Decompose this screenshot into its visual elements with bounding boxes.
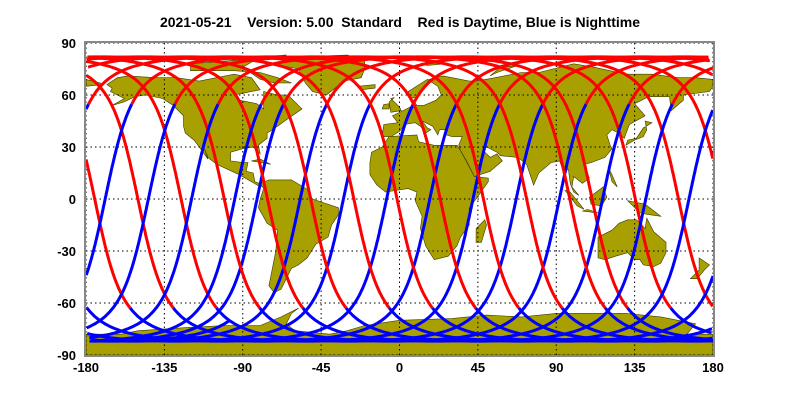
nighttime-track-segment [91, 319, 230, 343]
x-tick-label: -90 [233, 360, 252, 375]
y-tick-label: -60 [57, 296, 76, 311]
nighttime-track-segment [86, 103, 177, 330]
daytime-track-segment [86, 158, 132, 309]
title-mode: Standard [341, 14, 402, 30]
daytime-track-segment [173, 55, 521, 309]
x-tick-label: 180 [702, 360, 724, 375]
daytime-track-segment [368, 55, 713, 308]
ground-tracks [86, 55, 713, 343]
daytime-track-segment [260, 55, 607, 309]
daytime-track-segment [541, 55, 709, 105]
y-tick-label: 90 [62, 36, 76, 51]
plot-frame [84, 41, 715, 357]
nighttime-track-segment [90, 103, 329, 343]
landmass-ireland [381, 103, 390, 110]
x-tick-label: -135 [151, 360, 177, 375]
landmass-south-america [258, 179, 339, 293]
daytime-track-segment [627, 58, 710, 105]
landmass-philippines [608, 167, 618, 188]
y-tick-label: 30 [62, 140, 76, 155]
daytime-track-segment [584, 55, 709, 105]
daytime-track-segment [455, 55, 713, 105]
y-tick-label: -30 [57, 244, 76, 259]
title-date: 2021-05-21 [159, 14, 232, 30]
daytime-track-segment [86, 74, 175, 309]
daytime-track-segment [671, 66, 713, 105]
daytime-track-segment [216, 55, 564, 309]
landmass-japan [625, 120, 653, 146]
y-tick-label: -90 [57, 348, 76, 363]
x-tick-label: 90 [549, 360, 563, 375]
title-legend: Red is Daytime, Blue is Nighttime [417, 14, 641, 30]
title-version: Version: 5.00 [247, 14, 334, 30]
daytime-track-segment [86, 306, 89, 309]
daytime-track-segment [87, 55, 434, 309]
daytime-track-segment [86, 55, 348, 309]
daytime-track-segment [87, 55, 391, 309]
nighttime-track-segment [89, 103, 220, 340]
x-axis-ticks: -180 -135 -90 -45 0 45 90 135 180 [73, 360, 724, 375]
y-axis-ticks: 90 60 30 0 -30 -60 -90 [57, 36, 76, 363]
nighttime-track-segment [560, 307, 713, 343]
chart-title: 2021-05-21 Version: 5.00 Standard Red is… [0, 14, 800, 30]
nighttime-track-segment [86, 103, 134, 276]
daytime-track-segment [86, 59, 218, 309]
daytime-track-segment [87, 56, 261, 309]
y-tick-label: 60 [62, 88, 76, 103]
y-tick-label: 0 [69, 192, 76, 207]
daytime-track-segment [498, 55, 710, 105]
x-tick-label: -180 [73, 360, 99, 375]
landmass-britain [388, 97, 402, 113]
nighttime-track-segment [91, 103, 263, 343]
x-tick-label: 45 [471, 360, 485, 375]
x-tick-label: 0 [396, 360, 403, 375]
nighttime-track-segment [604, 307, 713, 343]
daytime-track-segment [130, 55, 477, 309]
x-tick-label: -45 [312, 360, 331, 375]
landmass-madagascar [475, 219, 487, 243]
nighttime-track-segment [86, 103, 372, 343]
x-tick-label: 135 [624, 360, 646, 375]
nighttime-track-segment [86, 103, 90, 110]
